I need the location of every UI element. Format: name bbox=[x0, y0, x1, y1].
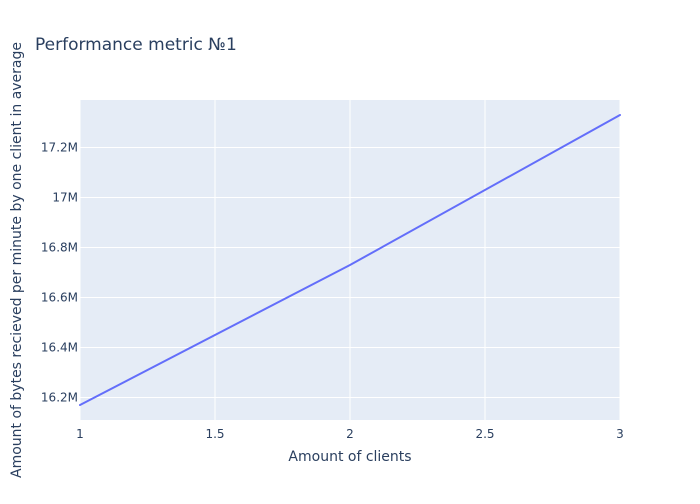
x-tick-label: 2.5 bbox=[475, 427, 494, 441]
x-tick-label: 1.5 bbox=[205, 427, 224, 441]
x-axis-title: Amount of clients bbox=[288, 449, 411, 465]
chart-title: Performance metric №1 bbox=[35, 35, 237, 55]
y-axis-title: Amount of bytes recieved per minute by o… bbox=[9, 42, 25, 478]
y-tick-label: 16.4M bbox=[41, 341, 78, 355]
y-tick-label: 17M bbox=[52, 191, 78, 205]
x-tick-label: 1 bbox=[76, 427, 84, 441]
x-tick-label: 3 bbox=[616, 427, 624, 441]
series-layer bbox=[79, 114, 621, 406]
x-axis-ticks: 1 1.5 2 2.5 3 bbox=[76, 427, 624, 441]
series-line bbox=[79, 114, 621, 406]
grid-layer bbox=[79, 100, 621, 420]
y-tick-label: 16.2M bbox=[41, 391, 78, 405]
x-tick-label: 2 bbox=[346, 427, 354, 441]
y-tick-label: 16.6M bbox=[41, 291, 78, 305]
y-tick-label: 16.8M bbox=[41, 241, 78, 255]
y-tick-label: 17.2M bbox=[41, 141, 78, 155]
y-axis-ticks: 16.2M 16.4M 16.6M 16.8M 17M 17.2M bbox=[41, 141, 78, 405]
